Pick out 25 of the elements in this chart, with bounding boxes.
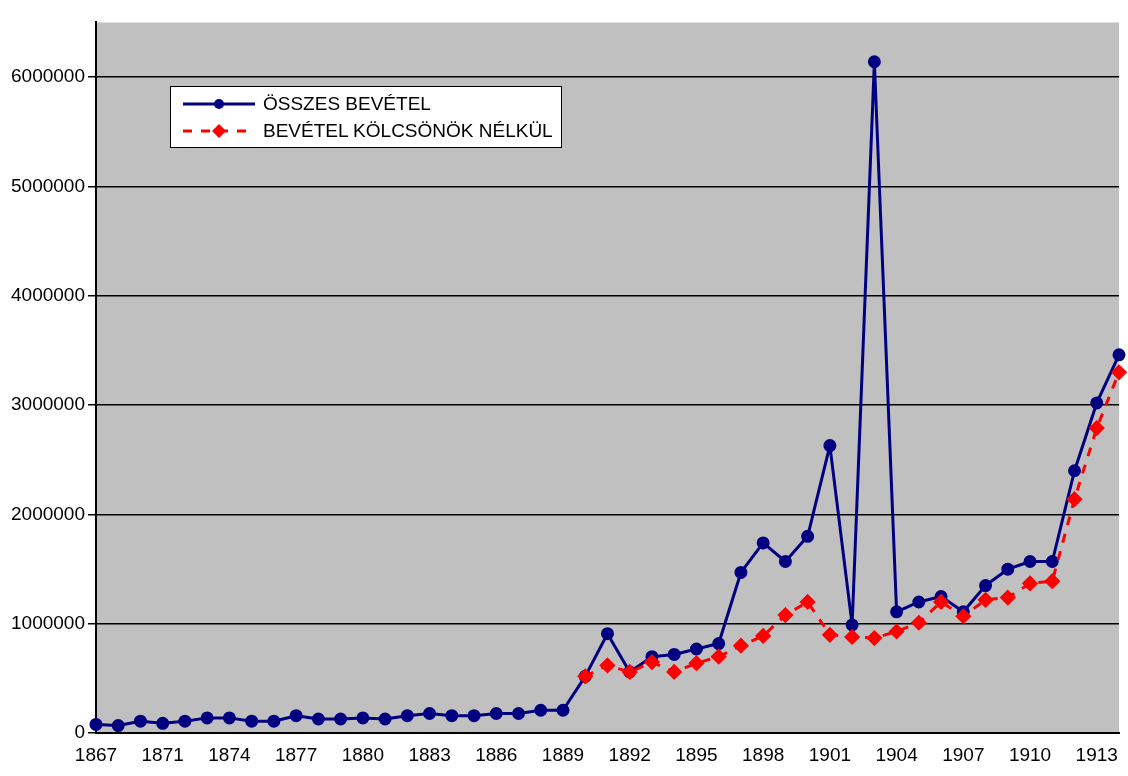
x-tick-label: 1901 [808, 743, 852, 765]
x-tick-label: 1895 [675, 743, 718, 765]
y-tick-label: 1000000 [11, 612, 85, 634]
legend-label: ÖSSZES BEVÉTEL [263, 92, 431, 116]
x-tick-label: 1880 [341, 743, 384, 765]
y-tick-label: 4000000 [11, 284, 85, 306]
y-tick-label: 2000000 [11, 502, 85, 524]
y-tick-label: 3000000 [11, 393, 85, 415]
x-tick-label: 1867 [74, 743, 118, 765]
x-tick-label: 1892 [608, 743, 651, 765]
x-tick-label: 1904 [875, 743, 919, 765]
x-tick-label: 1913 [1075, 743, 1118, 765]
legend-label: BEVÉTEL KÖLCSÖNÖK NÉLKÜL [263, 119, 553, 143]
y-tick-label: 5000000 [11, 174, 85, 196]
y-tick-label: 6000000 [11, 65, 85, 87]
x-tick-label: 1886 [475, 743, 518, 765]
y-tick-label: 0 [74, 721, 85, 743]
x-tick-label: 1898 [742, 743, 785, 765]
x-tick-label: 1877 [274, 743, 318, 765]
x-tick-label: 1883 [408, 743, 451, 765]
x-tick-label: 1910 [1008, 743, 1052, 765]
x-tick-label: 1889 [541, 743, 585, 765]
x-tick-label: 1874 [208, 743, 251, 765]
x-tick-label: 1871 [141, 743, 184, 765]
x-tick-label: 1907 [942, 743, 985, 765]
